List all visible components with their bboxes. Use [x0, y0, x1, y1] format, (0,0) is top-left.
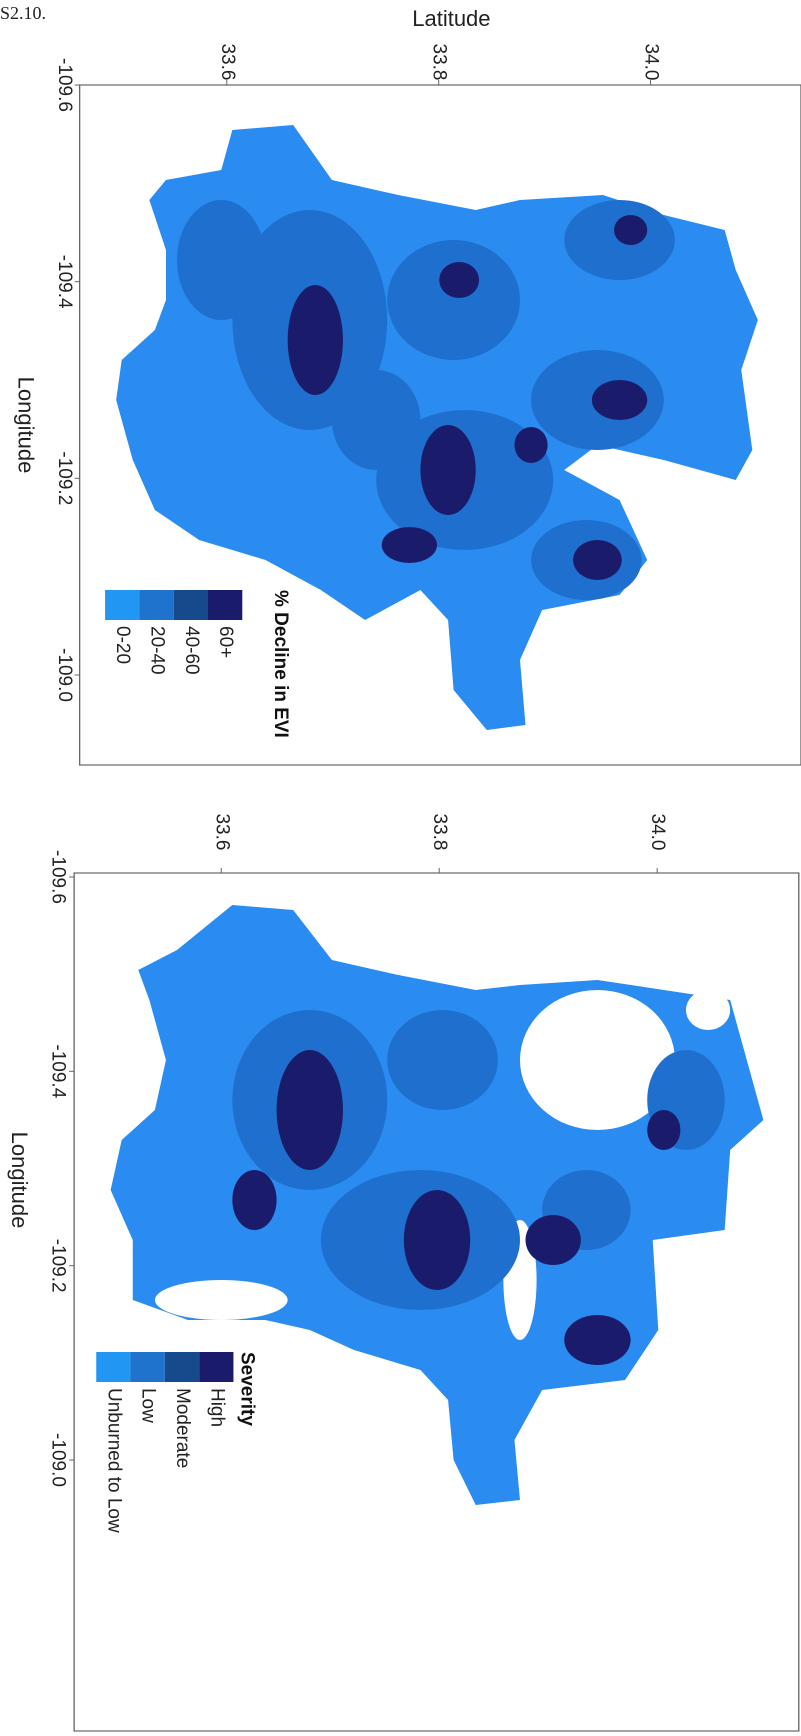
- y-tick-label: -109.2: [48, 1239, 69, 1293]
- legend-swatch: [174, 590, 208, 620]
- y-tick-label: -109.0: [48, 1433, 69, 1487]
- legend-swatch: [105, 590, 139, 620]
- page: {"caption": "S2.10.", "panels": [ {"x_ax…: [0, 0, 801, 1736]
- legend-swatch: [131, 1352, 165, 1382]
- legend-label: 60+: [215, 626, 236, 658]
- x-tick-label: 34.0: [647, 814, 668, 851]
- legend-label: High: [206, 1388, 227, 1427]
- y-tick-label: -109.4: [48, 1044, 69, 1098]
- y-axis-title: Longitude: [14, 377, 39, 474]
- legend-swatch: [165, 1352, 199, 1382]
- y-tick-label: -109.6: [48, 850, 69, 904]
- y-tick-label: -109.6: [54, 58, 75, 112]
- legend-label: 20-40: [147, 626, 168, 675]
- legend-label: Unburned to Low: [103, 1388, 124, 1533]
- y-axis-title: Longitude: [7, 1132, 32, 1229]
- figure: S2.10.: [0, 0, 801, 1736]
- legend-swatch: [199, 1352, 233, 1382]
- x-tick-label: 33.8: [429, 814, 450, 851]
- x-tick-label: 33.6: [217, 44, 238, 81]
- legend-swatch: [208, 590, 242, 620]
- y-tick-label: -109.0: [54, 648, 75, 702]
- x-tick-label: 33.6: [211, 814, 232, 851]
- x-axis-title: Latitude: [412, 6, 490, 31]
- legend-label: Low: [138, 1388, 159, 1423]
- legend-title: % Decline in EVI: [270, 590, 291, 738]
- legend-label: Moderate: [172, 1388, 193, 1468]
- severity-map: [74, 873, 799, 1731]
- y-tick-label: -109.2: [54, 451, 75, 505]
- caption: S2.10.: [0, 3, 46, 23]
- legend-label: 40-60: [181, 626, 202, 675]
- x-tick-label: 34.0: [641, 44, 662, 81]
- legend-label: 0-20: [112, 626, 133, 664]
- map-shapes: [74, 85, 801, 1731]
- x-tick-label: 33.8: [429, 44, 450, 81]
- legend-swatch: [139, 590, 173, 620]
- legend-title: Severity: [237, 1352, 258, 1426]
- y-tick-label: -109.4: [54, 255, 75, 309]
- legend-swatch: [96, 1352, 130, 1382]
